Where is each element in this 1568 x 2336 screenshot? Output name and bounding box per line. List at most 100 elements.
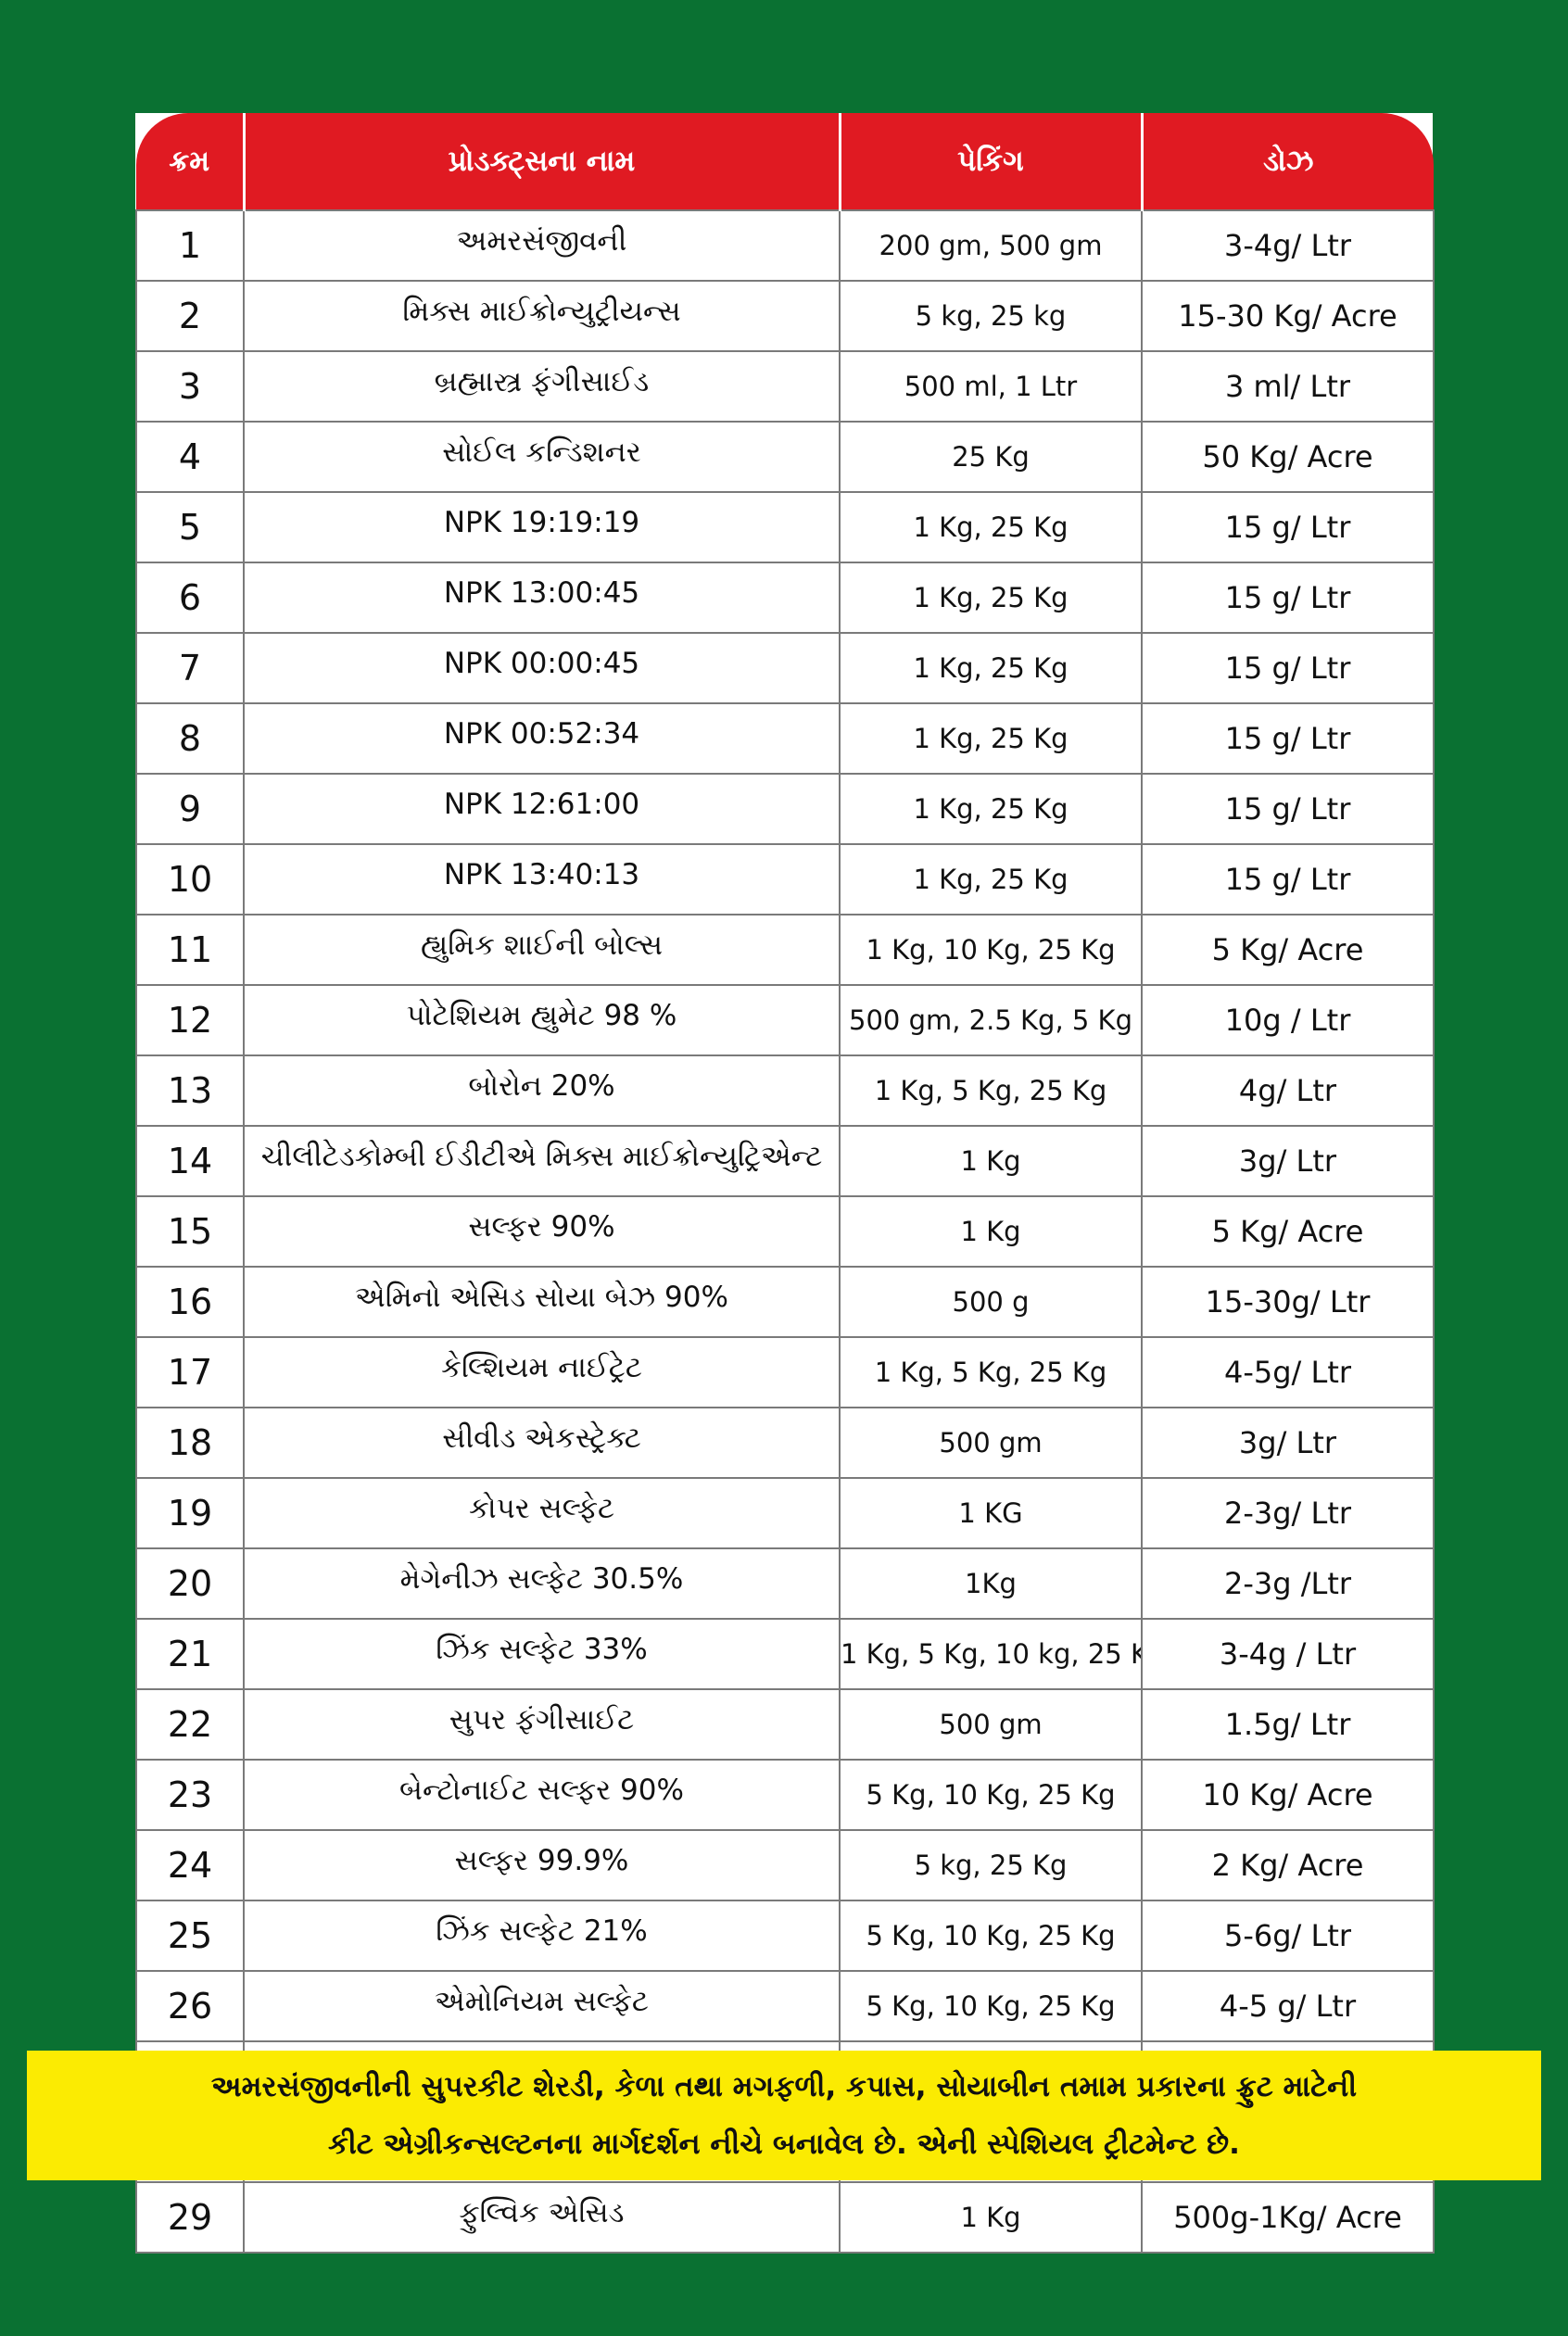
cell-product-name: NPK 19:19:19 — [243, 491, 841, 563]
cell-product-name: NPK 13:40:13 — [243, 843, 841, 915]
cell-serial: 8 — [135, 702, 245, 775]
cell-packing: 200 gm, 500 gm — [839, 209, 1143, 282]
cell-packing: 1Kg — [839, 1547, 1143, 1620]
cell-serial: 29 — [135, 2181, 245, 2254]
cell-dose: 1.5g/ Ltr — [1141, 1688, 1435, 1761]
cell-product-name: અમરસંજીવની — [243, 209, 841, 282]
table-row: 9 NPK 12:61:00 1 Kg, 25 Kg 15 g/ Ltr — [135, 773, 1435, 845]
cell-product-name: ઝિંક સલ્ફેટ 21% — [243, 1900, 841, 1972]
header-serial: ક્રમ — [136, 113, 244, 210]
cell-dose: 3g/ Ltr — [1141, 1125, 1435, 1197]
table-row: 11 હ્યુમિક શાઈની બોલ્સ 1 Kg, 10 Kg, 25 Kg 5… — [135, 914, 1435, 986]
cell-dose: 3g/ Ltr — [1141, 1407, 1435, 1479]
product-table-card: ક્રમ પ્રોડક્ટ્સના નામ પેકિંગ ડોઝ 1 અમરસંજ… — [135, 113, 1435, 2254]
cell-serial: 13 — [135, 1054, 245, 1127]
cell-product-name: મેગેનીઝ સલ્ફેટ 30.5% — [243, 1547, 841, 1620]
table-row: 19 કોપર સલ્ફેટ 1 KG 2-3g/ Ltr — [135, 1477, 1435, 1549]
table-row: 13 બોરોન 20% 1 Kg, 5 Kg, 25 Kg 4g/ Ltr — [135, 1054, 1435, 1127]
cell-serial: 11 — [135, 914, 245, 986]
cell-packing: 1 Kg — [839, 2181, 1143, 2254]
cell-serial: 10 — [135, 843, 245, 915]
cell-product-name: ફુલ્વિક એસિડ — [243, 2181, 841, 2254]
table-row: 17 કેલ્શિયમ નાઈટ્રેટ 1 Kg, 5 Kg, 25 Kg 4-5g… — [135, 1336, 1435, 1408]
footer-note-line-2: કીટ એગ્રીકન્સલ્ટનના માર્ગદર્શન નીચે બનાવ… — [328, 2128, 1240, 2161]
cell-product-name: મિક્સ માઈક્રોન્યુટ્રીયન્સ — [243, 280, 841, 352]
cell-packing: 500 gm — [839, 1407, 1143, 1479]
cell-dose: 15 g/ Ltr — [1141, 632, 1435, 704]
table-row: 14 ચીલીટેડકોમ્બી ઈડીટીએ મિક્સ માઈક્રોન્યુ… — [135, 1125, 1435, 1197]
cell-serial: 18 — [135, 1407, 245, 1479]
cell-packing: 500 gm — [839, 1688, 1143, 1761]
table-row: 15 સલ્ફર 90% 1 Kg 5 Kg/ Acre — [135, 1195, 1435, 1268]
table-row: 24 સલ્ફર 99.9% 5 kg, 25 Kg 2 Kg/ Acre — [135, 1829, 1435, 1901]
cell-packing: 1 Kg, 25 Kg — [839, 702, 1143, 775]
footer-note-line-1: અમરસંજીવનીની સુપરકીટ શેરડી, કેળા તથા મગફ… — [210, 2070, 1358, 2103]
cell-product-name: પોટેશિયમ હ્યુમેટ 98 % — [243, 984, 841, 1056]
table-row: 16 એમિનો એસિડ સોયા બેઝ 90% 500 g 15-30g/ Lt… — [135, 1266, 1435, 1338]
cell-product-name: NPK 12:61:00 — [243, 773, 841, 845]
table-row: 23 બેન્ટોનાઈટ સલ્ફર 90% 5 Kg, 10 Kg, 25 Kg… — [135, 1759, 1435, 1831]
cell-dose: 4g/ Ltr — [1141, 1054, 1435, 1127]
cell-serial: 19 — [135, 1477, 245, 1549]
cell-serial: 26 — [135, 1970, 245, 2042]
cell-packing: 1 Kg, 5 Kg, 25 Kg — [839, 1054, 1143, 1127]
header-packing: પેકિંગ — [838, 113, 1142, 210]
cell-serial: 5 — [135, 491, 245, 563]
cell-packing: 25 Kg — [839, 421, 1143, 493]
cell-serial: 25 — [135, 1900, 245, 1972]
cell-serial: 6 — [135, 562, 245, 634]
cell-serial: 23 — [135, 1759, 245, 1831]
cell-dose: 4-5 g/ Ltr — [1141, 1970, 1435, 2042]
cell-packing: 5 kg, 25 Kg — [839, 1829, 1143, 1901]
table-row: 12 પોટેશિયમ હ્યુમેટ 98 % 500 gm, 2.5 Kg, 5… — [135, 984, 1435, 1056]
table-row: 20 મેગેનીઝ સલ્ફેટ 30.5% 1Kg 2-3g /Ltr — [135, 1547, 1435, 1620]
cell-dose: 3-4g / Ltr — [1141, 1618, 1435, 1690]
cell-packing: 1 Kg, 25 Kg — [839, 773, 1143, 845]
footer-note: અમરસંજીવનીની સુપરકીટ શેરડી, કેળા તથા મગફ… — [27, 2051, 1541, 2180]
cell-packing: 1 Kg, 25 Kg — [839, 491, 1143, 563]
cell-product-name: ઝિંક સલ્ફેટ 33% — [243, 1618, 841, 1690]
table-row: 6 NPK 13:00:45 1 Kg, 25 Kg 15 g/ Ltr — [135, 562, 1435, 634]
table-row: 21 ઝિંક સલ્ફેટ 33% 1 Kg, 5 Kg, 10 kg, 25 K… — [135, 1618, 1435, 1690]
table-row: 18 સીવીડ એકસ્ટ્રેક્ટ 500 gm 3g/ Ltr — [135, 1407, 1435, 1479]
cell-packing: 500 ml, 1 Ltr — [839, 350, 1143, 423]
cell-product-name: સીવીડ એકસ્ટ્રેક્ટ — [243, 1407, 841, 1479]
table-row: 2 મિક્સ માઈક્રોન્યુટ્રીયન્સ 5 kg, 25 kg 15-… — [135, 280, 1435, 352]
cell-dose: 2-3g/ Ltr — [1141, 1477, 1435, 1549]
cell-packing: 5 Kg, 10 Kg, 25 Kg — [839, 1759, 1143, 1831]
cell-dose: 4-5g/ Ltr — [1141, 1336, 1435, 1408]
table-row: 10 NPK 13:40:13 1 Kg, 25 Kg 15 g/ Ltr — [135, 843, 1435, 915]
cell-packing: 500 g — [839, 1266, 1143, 1338]
cell-serial: 1 — [135, 209, 245, 282]
cell-dose: 3-4g/ Ltr — [1141, 209, 1435, 282]
cell-dose: 15 g/ Ltr — [1141, 702, 1435, 775]
cell-serial: 17 — [135, 1336, 245, 1408]
cell-packing: 1 Kg, 5 Kg, 10 kg, 25 Kg — [839, 1618, 1143, 1690]
cell-product-name: બેન્ટોનાઈટ સલ્ફર 90% — [243, 1759, 841, 1831]
cell-packing: 1 KG — [839, 1477, 1143, 1549]
cell-serial: 9 — [135, 773, 245, 845]
cell-packing: 1 Kg, 10 Kg, 25 Kg — [839, 914, 1143, 986]
cell-serial: 22 — [135, 1688, 245, 1761]
cell-product-name: NPK 13:00:45 — [243, 562, 841, 634]
cell-packing: 1 Kg, 5 Kg, 25 Kg — [839, 1336, 1143, 1408]
cell-serial: 24 — [135, 1829, 245, 1901]
table-row: 7 NPK 00:00:45 1 Kg, 25 Kg 15 g/ Ltr — [135, 632, 1435, 704]
header-dose: ડોઝ — [1140, 113, 1434, 210]
cell-dose: 15 g/ Ltr — [1141, 562, 1435, 634]
cell-packing: 1 Kg — [839, 1195, 1143, 1268]
cell-packing: 5 Kg, 10 Kg, 25 Kg — [839, 1900, 1143, 1972]
cell-dose: 5 Kg/ Acre — [1141, 914, 1435, 986]
cell-product-name: કોપર સલ્ફેટ — [243, 1477, 841, 1549]
cell-serial: 21 — [135, 1618, 245, 1690]
cell-product-name: NPK 00:52:34 — [243, 702, 841, 775]
cell-product-name: NPK 00:00:45 — [243, 632, 841, 704]
table-row: 29 ફુલ્વિક એસિડ 1 Kg 500g-1Kg/ Acre — [135, 2181, 1435, 2254]
cell-serial: 16 — [135, 1266, 245, 1338]
header-product-name: પ્રોડક્ટ્સના નામ — [242, 113, 840, 210]
cell-dose: 500g-1Kg/ Acre — [1141, 2181, 1435, 2254]
cell-dose: 10 Kg/ Acre — [1141, 1759, 1435, 1831]
cell-serial: 15 — [135, 1195, 245, 1268]
cell-dose: 3 ml/ Ltr — [1141, 350, 1435, 423]
cell-serial: 3 — [135, 350, 245, 423]
